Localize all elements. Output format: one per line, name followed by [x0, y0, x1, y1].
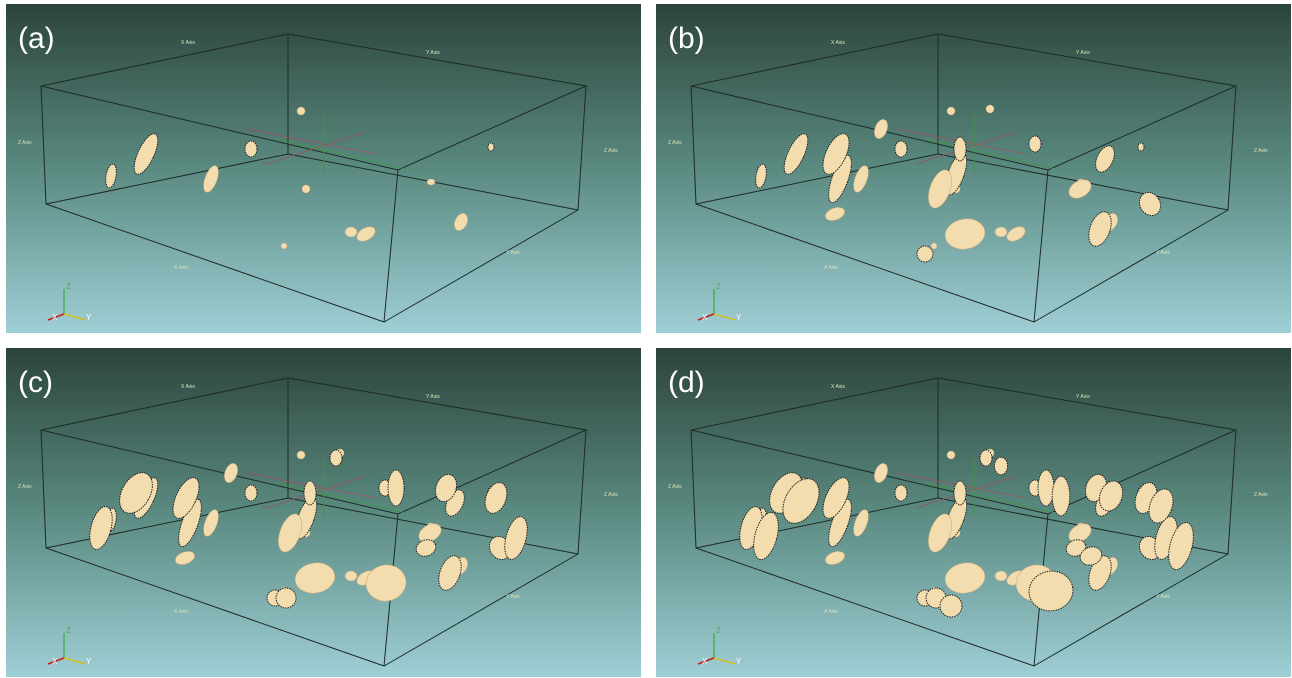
- axis-label: Z Axis: [18, 484, 32, 490]
- isosurface: [994, 457, 1007, 475]
- isosurface: [330, 450, 342, 466]
- axis-label: X Axis: [174, 609, 188, 615]
- triad-label: Z: [716, 282, 721, 291]
- isosurface: [297, 451, 305, 459]
- axis-label: Y Axis: [1076, 394, 1090, 400]
- triad-label: Y: [86, 313, 92, 322]
- isosurface: [947, 107, 955, 115]
- render: X Axis Y Axis Z Axis X Axis Y Axis Z Axis Z X Y (…: [6, 4, 641, 333]
- render-panel: X Axis Y Axis Z Axis X Axis Y Axis Z Axis Z X Y (…: [656, 4, 1291, 333]
- isosurface: [345, 227, 357, 237]
- axis-label: X Axis: [181, 40, 195, 46]
- triad-label: X: [702, 313, 708, 322]
- isosurface: [931, 243, 937, 249]
- isosurface: [1038, 470, 1054, 506]
- triad-label: Y: [736, 313, 742, 322]
- background: [6, 4, 641, 333]
- isosurface: [995, 227, 1007, 237]
- axis-label: Z Axis: [668, 140, 682, 146]
- render: X Axis Y Axis Z Axis X Axis Y Axis Z Axis Z X Y (…: [656, 4, 1291, 333]
- axis-label: Z Axis: [1254, 148, 1268, 154]
- isosurface: [895, 141, 907, 157]
- axis-label: Z Axis: [604, 492, 618, 498]
- triad-label: Z: [66, 282, 71, 291]
- axis-label: Y Axis: [1156, 594, 1170, 600]
- triad-label: X: [52, 313, 58, 322]
- figure: X Axis Y Axis Z Axis X Axis Y Axis Z Axis Z X Y (…: [0, 0, 1292, 678]
- axis-label: Y Axis: [506, 250, 520, 256]
- axis-label: Y Axis: [426, 50, 440, 56]
- isosurface: [345, 571, 357, 581]
- isosurface: [917, 246, 933, 262]
- isosurface: [947, 451, 955, 459]
- panel-label: (b): [668, 22, 705, 55]
- isosurface: [281, 243, 287, 249]
- triad-label: Y: [86, 657, 92, 666]
- isosurface: [980, 450, 992, 466]
- axis-label: X Axis: [824, 609, 838, 615]
- triad-label: Z: [716, 626, 721, 635]
- axis-label: X Axis: [174, 265, 188, 271]
- render: X Axis Y Axis Z Axis X Axis Y Axis Z Axis Z X Y (…: [6, 348, 641, 677]
- axis-label: Z Axis: [1254, 492, 1268, 498]
- panel-label: (c): [18, 366, 53, 399]
- axis-label: Y Axis: [1156, 250, 1170, 256]
- isosurface: [1138, 143, 1144, 151]
- render-panel: X Axis Y Axis Z Axis X Axis Y Axis Z Axis Z X Y (…: [6, 348, 641, 677]
- background: [656, 4, 1291, 333]
- isosurface: [954, 137, 966, 161]
- isosurface: [388, 470, 404, 506]
- axis-label: Z Axis: [18, 140, 32, 146]
- isosurface: [1052, 476, 1070, 516]
- isosurface: [954, 481, 966, 505]
- render-panel: X Axis Y Axis Z Axis X Axis Y Axis Z Axis Z X Y (…: [656, 348, 1291, 677]
- axis-label: X Axis: [831, 40, 845, 46]
- panel-label: (a): [18, 22, 55, 55]
- render: X Axis Y Axis Z Axis X Axis Y Axis Z Axis Z X Y (…: [656, 348, 1291, 677]
- isosurface: [276, 588, 296, 608]
- triad-label: X: [702, 657, 708, 666]
- axis-label: Z Axis: [668, 484, 682, 490]
- isosurface: [488, 143, 494, 151]
- isosurface: [245, 485, 257, 501]
- isosurface: [986, 105, 994, 113]
- triad-label: Z: [66, 626, 71, 635]
- render-panel: X Axis Y Axis Z Axis X Axis Y Axis Z Axis Z X Y (…: [6, 4, 641, 333]
- panel-label: (d): [668, 366, 705, 399]
- triad-label: X: [52, 657, 58, 666]
- axis-label: X Axis: [181, 384, 195, 390]
- axis-label: X Axis: [824, 265, 838, 271]
- isosurface: [304, 481, 316, 505]
- isosurface: [245, 141, 257, 157]
- axis-label: X Axis: [831, 384, 845, 390]
- axis-label: Y Axis: [1076, 50, 1090, 56]
- axis-label: Y Axis: [426, 394, 440, 400]
- isosurface: [995, 571, 1007, 581]
- axis-label: Y Axis: [506, 594, 520, 600]
- isosurface: [427, 179, 435, 185]
- isosurface: [302, 185, 310, 193]
- axis-label: Z Axis: [604, 148, 618, 154]
- triad-label: Y: [736, 657, 742, 666]
- isosurface: [940, 595, 962, 617]
- isosurface: [1029, 136, 1041, 152]
- isosurface: [895, 485, 907, 501]
- isosurface: [297, 107, 305, 115]
